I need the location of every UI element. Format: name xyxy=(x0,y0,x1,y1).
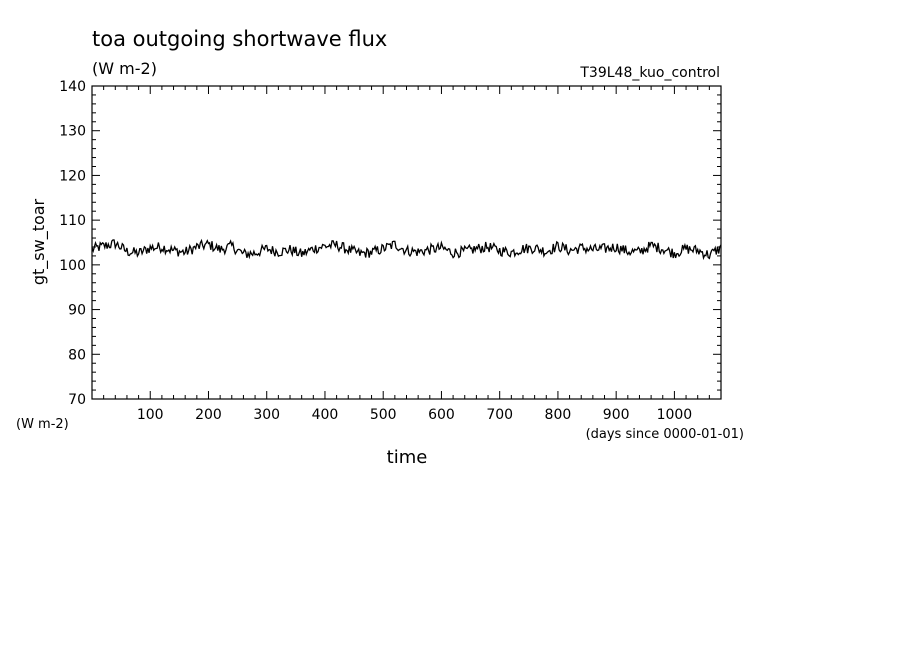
plot-frame xyxy=(91,85,722,400)
x-tick-label: 900 xyxy=(603,407,630,423)
y-tick-label: 130 xyxy=(59,124,86,140)
x-tick-label: 600 xyxy=(428,407,455,423)
x-tick-label: 800 xyxy=(545,407,572,423)
x-axis: 100 200 300 400 500 600 700 800 900 1000 xyxy=(103,86,722,423)
y-tick-label: 100 xyxy=(59,258,86,274)
x-tick-label: 1000 xyxy=(657,407,693,423)
chart-subtitle: (W m-2) xyxy=(92,59,157,78)
y-tick-label: 80 xyxy=(68,347,86,363)
chart-title: toa outgoing shortwave flux xyxy=(92,27,387,51)
y-tick-label: 110 xyxy=(59,213,86,229)
y-tick-label: 90 xyxy=(68,303,86,319)
x-tick-label: 200 xyxy=(195,407,222,423)
x-tick-label: 700 xyxy=(486,407,513,423)
run-label: T39L48_kuo_control xyxy=(579,65,720,81)
y-axis: 70 80 90 100 110 120 130 140 xyxy=(59,79,721,408)
y-tick-label: 140 xyxy=(59,79,86,95)
series-line xyxy=(91,238,722,261)
y-tick-label: 70 xyxy=(68,392,86,408)
x-axis-unit: (days since 0000-01-01) xyxy=(586,427,744,442)
x-tick-label: 100 xyxy=(137,407,164,423)
y-tick-label: 120 xyxy=(59,168,86,184)
x-tick-label: 300 xyxy=(253,407,280,423)
y-axis-label: gt_sw_toar xyxy=(29,198,49,285)
x-tick-label: 400 xyxy=(312,407,339,423)
x-axis-label: time xyxy=(387,447,428,468)
y-axis-unit: (W m-2) xyxy=(16,417,69,432)
x-tick-label: 500 xyxy=(370,407,397,423)
